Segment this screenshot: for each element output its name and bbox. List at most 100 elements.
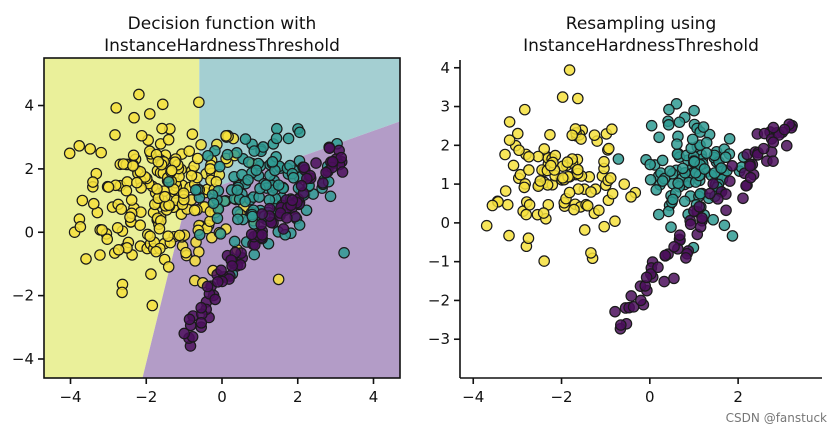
point-yellow	[563, 64, 576, 76]
point-purple	[310, 157, 322, 169]
point-purple	[737, 192, 749, 205]
point-purple	[295, 179, 308, 192]
point-yellow	[127, 149, 140, 162]
point-teal	[700, 147, 713, 159]
point-yellow	[128, 111, 140, 124]
point-yellow	[513, 144, 525, 157]
point-yellow	[87, 176, 99, 188]
point-yellow	[563, 186, 576, 199]
point-purple	[320, 166, 332, 179]
point-yellow	[180, 246, 192, 259]
point-yellow	[134, 219, 146, 231]
watermark: CSDN @fanstuck	[725, 411, 827, 425]
point-yellow	[602, 142, 615, 155]
point-yellow	[503, 229, 515, 242]
point-teal	[189, 184, 202, 196]
point-teal	[663, 103, 675, 116]
point-yellow	[538, 143, 551, 155]
point-yellow	[162, 261, 175, 273]
y-tick-label: −4	[12, 350, 34, 368]
point-teal	[214, 228, 227, 240]
point-yellow	[143, 108, 156, 120]
point-purple	[720, 204, 732, 217]
y-tick-label: −2	[428, 291, 450, 309]
point-purple	[712, 193, 724, 205]
point-teal	[230, 147, 243, 159]
point-yellow	[272, 273, 285, 286]
point-purple	[336, 166, 349, 178]
point-purple	[183, 313, 196, 326]
point-yellow	[606, 187, 619, 200]
point-yellow	[96, 224, 108, 236]
point-yellow	[195, 138, 207, 151]
point-purple	[652, 261, 664, 274]
point-yellow	[150, 245, 162, 258]
point-yellow	[220, 130, 232, 142]
point-yellow	[115, 203, 128, 215]
point-purple	[767, 155, 779, 167]
point-teal	[221, 148, 234, 161]
point-purple	[744, 171, 757, 184]
point-teal	[232, 213, 244, 226]
point-yellow	[606, 123, 618, 136]
point-teal	[282, 132, 295, 145]
x-tick-label: −4	[59, 388, 81, 406]
point-yellow	[156, 98, 169, 111]
point-teal	[694, 187, 707, 200]
point-teal	[213, 160, 226, 173]
point-teal	[246, 210, 259, 223]
point-purple	[726, 160, 738, 172]
point-yellow	[177, 187, 190, 199]
point-teal	[723, 132, 736, 145]
point-purple	[627, 301, 640, 313]
point-purple	[256, 208, 268, 220]
y-tick-label: 4	[24, 97, 34, 115]
point-purple	[256, 229, 268, 241]
point-teal	[231, 184, 244, 196]
chart-title-line-2: InstanceHardnessThreshold	[523, 36, 759, 56]
point-yellow	[183, 145, 196, 157]
point-yellow	[585, 186, 597, 198]
point-purple	[211, 276, 224, 288]
point-purple	[767, 121, 780, 134]
point-yellow	[523, 150, 535, 163]
point-yellow	[538, 255, 550, 267]
point-yellow	[102, 181, 115, 193]
point-yellow	[165, 164, 178, 177]
x-tick-label: −2	[135, 388, 157, 406]
point-yellow	[146, 299, 159, 312]
point-yellow	[507, 159, 520, 172]
point-purple	[625, 290, 638, 302]
point-yellow	[604, 172, 617, 184]
point-yellow	[537, 207, 550, 219]
point-purple	[680, 252, 692, 264]
point-yellow	[568, 203, 580, 216]
point-teal	[688, 155, 701, 168]
point-teal	[670, 98, 683, 110]
point-yellow	[133, 88, 145, 101]
point-yellow	[87, 197, 100, 210]
point-teal	[270, 122, 283, 135]
point-teal	[207, 197, 220, 210]
x-tick-label: 2	[293, 388, 303, 406]
point-teal	[324, 190, 337, 203]
point-yellow	[518, 181, 531, 194]
point-purple	[704, 187, 716, 200]
point-purple	[707, 177, 720, 190]
point-purple	[673, 229, 686, 241]
point-yellow	[188, 204, 201, 217]
point-purple	[201, 280, 214, 293]
point-yellow	[116, 286, 128, 299]
point-purple	[668, 241, 680, 253]
y-tick-label: −3	[428, 330, 450, 348]
y-tick-label: 0	[440, 214, 450, 232]
point-yellow	[503, 134, 516, 146]
point-yellow	[101, 233, 114, 246]
point-purple	[326, 155, 339, 168]
point-yellow	[598, 155, 610, 168]
point-yellow	[76, 194, 89, 207]
point-purple	[615, 319, 627, 331]
point-yellow	[609, 215, 621, 227]
point-teal	[686, 133, 699, 146]
point-teal	[671, 138, 683, 150]
